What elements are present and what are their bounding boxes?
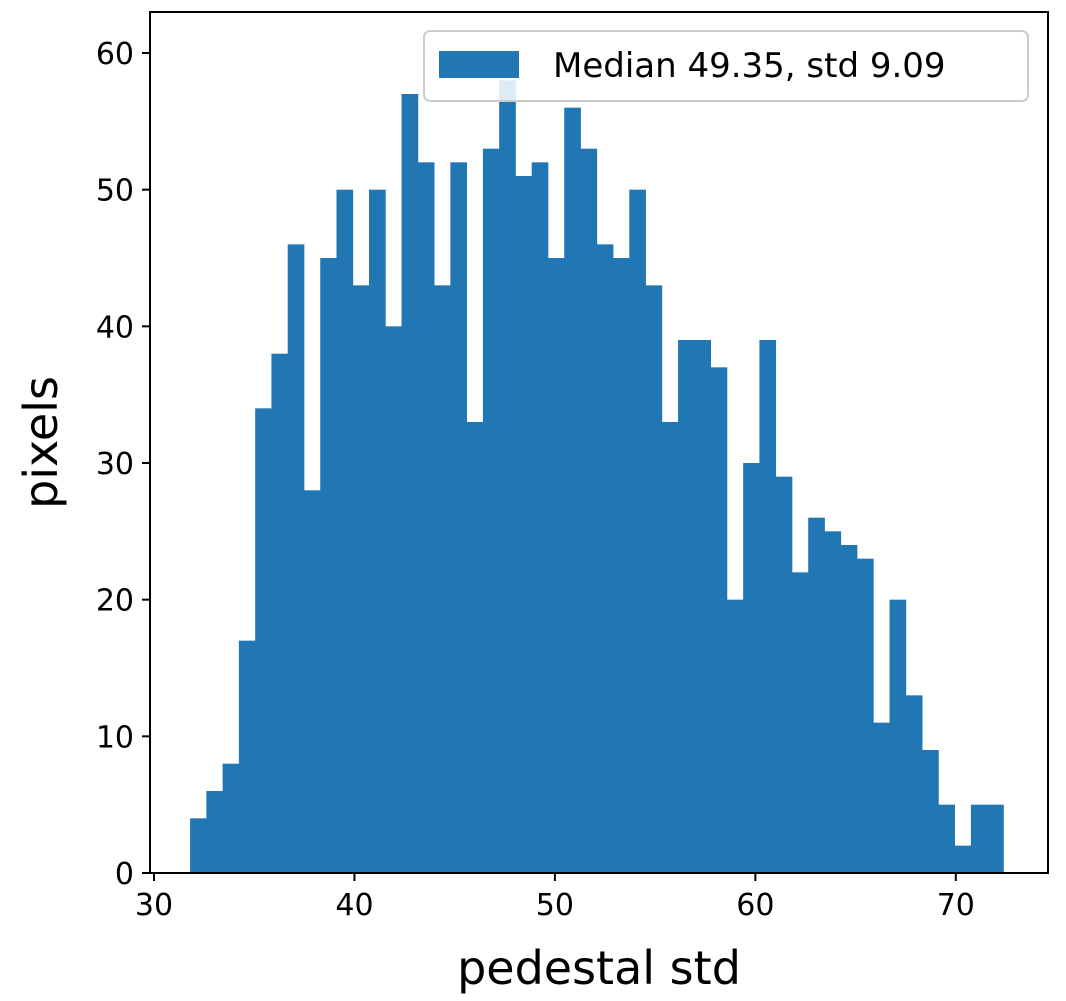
histogram-bar [580, 148, 598, 873]
histogram-bar [873, 722, 890, 873]
histogram-bar [352, 285, 370, 873]
histogram-bar [922, 750, 939, 873]
x-tick-label: 50 [536, 888, 574, 923]
histogram-bar [450, 162, 468, 874]
histogram-bar [791, 572, 809, 873]
histogram-bar [401, 94, 419, 873]
y-axis-ticks: 0 10 20 30 40 50 60 [96, 37, 150, 892]
histogram-bar [206, 791, 224, 873]
y-tick-label: 40 [96, 310, 134, 345]
histogram-bar [303, 490, 321, 873]
histogram-bar [970, 804, 988, 873]
x-tick-label: 60 [736, 888, 774, 923]
histogram-bar [726, 599, 744, 873]
histogram-bar [222, 763, 240, 873]
histogram-bar [385, 326, 402, 873]
histogram-bar [531, 162, 549, 874]
histogram-bar [564, 107, 581, 873]
histogram-bar [678, 340, 695, 873]
histogram-bar [759, 340, 777, 873]
legend-box [423, 30, 1029, 102]
histogram-bars [190, 80, 1004, 874]
histogram-bar [775, 476, 793, 873]
legend: Median 49.35, std 9.09 [423, 30, 1029, 102]
histogram-bar [694, 340, 712, 873]
histogram-bar [840, 545, 858, 873]
y-tick-label: 50 [96, 174, 134, 209]
x-axis-label: pedestal std [457, 941, 741, 995]
y-tick-label: 60 [96, 37, 134, 72]
histogram-bar [889, 599, 907, 873]
histogram-bar [434, 285, 451, 873]
legend-swatch [439, 51, 519, 78]
histogram-bar [547, 258, 565, 873]
histogram-bar [710, 367, 728, 873]
y-axis-label: pixels [14, 376, 68, 509]
histogram-bar [255, 408, 272, 873]
histogram-bar [743, 463, 760, 873]
y-tick-label: 30 [96, 447, 134, 482]
y-tick-label: 0 [115, 857, 134, 892]
y-tick-label: 20 [96, 584, 134, 619]
histogram-bar [808, 517, 825, 873]
histogram-bar [824, 531, 842, 873]
plot-frame [149, 11, 1049, 874]
histogram-bar [271, 353, 289, 874]
histogram-bar [661, 422, 679, 873]
histogram-bar [987, 804, 1004, 873]
histogram-bar [190, 818, 207, 873]
histogram-bar [482, 148, 500, 873]
x-axis-ticks: 30 40 50 60 70 [135, 873, 975, 923]
histogram-bar [336, 189, 354, 873]
y-tick-label: 10 [96, 720, 134, 755]
histogram-bar [287, 244, 305, 874]
histogram-bar [613, 258, 630, 873]
histogram-bar [417, 162, 435, 874]
histogram-bar [857, 558, 874, 873]
histogram-bar [515, 176, 533, 873]
histogram-bar [596, 244, 614, 874]
x-tick-label: 70 [937, 888, 975, 923]
histogram-bar [499, 80, 516, 874]
histogram-bar [238, 640, 256, 873]
histogram-bar [369, 189, 386, 873]
legend-label: Median 49.35, std 9.09 [553, 46, 946, 86]
histogram-bar [645, 285, 663, 873]
histogram-bar [905, 695, 923, 873]
histogram-bar [938, 804, 956, 873]
histogram-bar [466, 422, 484, 873]
histogram-bar [320, 258, 337, 873]
histogram-bar [954, 845, 972, 873]
x-tick-label: 40 [335, 888, 373, 923]
histogram-bar [629, 189, 646, 873]
x-tick-label: 30 [135, 888, 173, 923]
